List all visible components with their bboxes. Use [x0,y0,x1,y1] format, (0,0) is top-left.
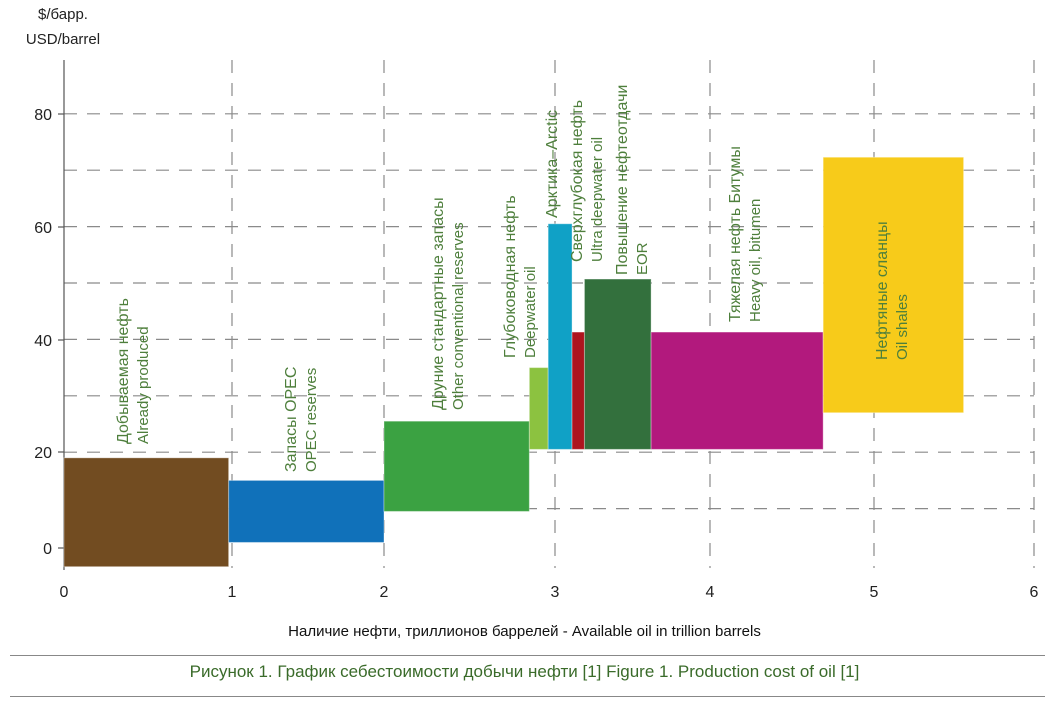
block-label-arctic: Арктика–Arctic [544,110,561,218]
block-label-group: Повышение нефтеотдачи EOR [614,85,651,275]
caption-bottom-divider [10,696,1045,697]
y-axis-label-en: USD/barrel [25,31,101,48]
block-label-en: OPEC reserves [303,368,320,472]
block-label-ru: Повышение нефтеотдачи [614,85,631,275]
caption-top-divider [10,655,1045,656]
block-label-ru: Друние стандартные запасы [430,197,447,410]
block-label-group: Запасы OPEC OPEC reserves [283,367,320,472]
block-label-ru: Глубоководная нефть [502,195,519,358]
block-opec-reserves [228,479,385,543]
block-label-en: Already produced [135,326,152,444]
x-tick-label: 2 [380,584,389,601]
block-label-group: Арктика–Arctic [544,110,561,218]
y-tick-label: 0 [43,541,52,558]
block-label-ru: Тяжелая нефть Битумы [727,146,744,322]
block-label-ru: Добываемая нефть [115,298,132,444]
block-label-en: Ultra deepwater oil [589,137,606,262]
block-label-en: EOR [634,242,651,275]
y-axis-label-ru: $/барр. [38,6,88,23]
x-tick-label: 1 [228,584,237,601]
block-label-ru: Запасы OPEC [283,367,300,472]
block-heavy-oil-bitumen [650,331,824,450]
block-other-conventional-reserves [383,420,530,512]
x-tick-label: 3 [551,584,560,601]
block-label-ru: Сверхглубокая нефть [569,100,586,262]
block-ultra-deepwater-oil [571,331,585,450]
block-label-group: Нефтяные сланцы Oil shales [874,221,911,360]
x-tick-label: 0 [60,584,69,601]
block-deepwater-oil [528,367,549,450]
block-label-en: Deepwater oil [522,266,539,358]
block-oil-shales [822,156,965,414]
block-already-produced [63,457,230,568]
y-tick-label: 20 [34,445,52,462]
block-label-en: Oil shales [894,294,911,360]
block-label-group: Глубоководная нефть Deepwater oil [502,195,539,358]
x-tick-label: 4 [706,584,715,601]
y-tick-label: 80 [34,107,52,124]
y-tick-label: 40 [34,333,52,350]
y-tick-label: 60 [34,220,52,237]
x-axis-title: Наличие нефти, триллионов баррелей - Ava… [288,623,761,640]
block-label-en: Heavy oil, bitumen [747,199,764,322]
block-eor [583,278,652,450]
block-label-group: Сверхглубокая нефть Ultra deepwater oil [569,100,606,262]
x-tick-label: 5 [870,584,879,601]
block-label-ru: Нефтяные сланцы [874,221,891,360]
block-label-group: Добываемая нефть Already produced [115,298,152,444]
figure-caption: Рисунок 1. График себестоимости добычи н… [189,662,860,681]
block-label-en: Other conventional reserves [450,222,467,410]
block-label-group: Тяжелая нефть Битумы Heavy oil, bitumen [727,146,764,322]
block-label-group: Друние стандартные запасы Other conventio… [430,197,467,410]
x-tick-label: 6 [1030,584,1039,601]
chart: 0 20 40 60 80 0 1 2 3 4 5 6 Добываемая нефть Already … [34,60,1039,601]
